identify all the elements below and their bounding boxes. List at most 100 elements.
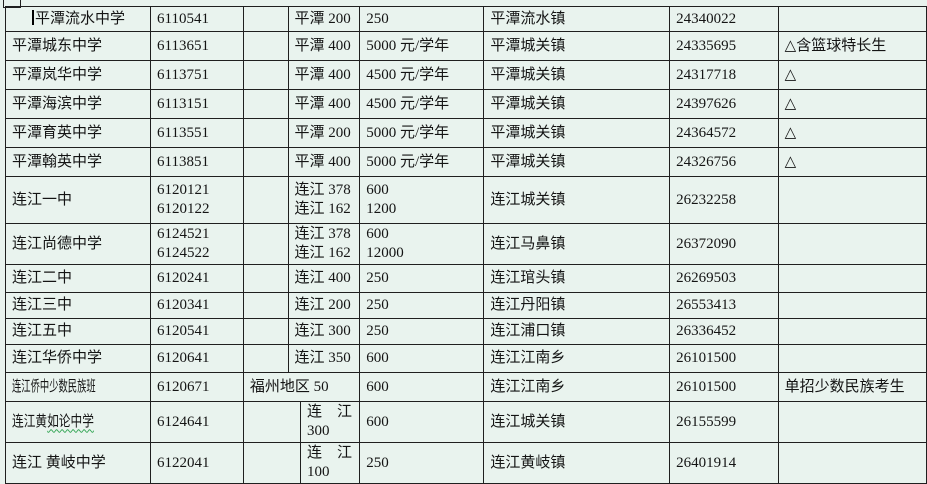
phone-cell[interactable]: 26232258 — [669, 176, 779, 224]
code-cell[interactable]: 6113651 — [150, 31, 244, 61]
school-name-cell[interactable]: 平潭海滨中学 — [4, 89, 152, 119]
town-cell[interactable]: 平潭城关镇 — [483, 118, 671, 148]
note-cell[interactable] — [777, 176, 927, 224]
fee-cell[interactable]: 4500 元/学年 — [359, 89, 485, 119]
region-cell[interactable] — [242, 401, 302, 443]
fee-cell[interactable]: 250 — [359, 318, 485, 345]
code-cell[interactable]: 6113751 — [150, 60, 244, 90]
code-cell[interactable]: 6113851 — [150, 147, 244, 177]
note-cell[interactable]: △含篮球特长生 — [777, 31, 927, 61]
region-cell[interactable] — [242, 264, 289, 293]
quota-cell[interactable]: 连江 378 连江 162 — [287, 223, 361, 265]
code-cell[interactable]: 6120341 — [150, 292, 244, 319]
code-cell[interactable]: 6120121 6120122 — [150, 176, 244, 224]
phone-cell[interactable]: 24326756 — [669, 147, 779, 177]
code-cell[interactable]: 6110541 — [150, 6, 244, 32]
town-cell[interactable]: 平潭城关镇 — [483, 31, 671, 61]
code-cell[interactable]: 6122041 — [150, 442, 244, 484]
school-name-cell[interactable]: 连江一中 — [4, 176, 152, 224]
region-cell[interactable] — [242, 89, 289, 119]
note-cell[interactable] — [777, 264, 927, 293]
town-cell[interactable]: 平潭城关镇 — [483, 60, 671, 90]
school-name-cell[interactable]: 连江黄如论中学 — [4, 401, 152, 443]
region-cell[interactable] — [242, 6, 289, 32]
region-cell[interactable] — [242, 31, 289, 61]
quota-cell[interactable]: 平潭 200 — [287, 118, 361, 148]
town-cell[interactable]: 连江浦口镇 — [483, 318, 671, 345]
town-cell[interactable]: 平潭城关镇 — [483, 89, 671, 119]
quota-cell[interactable]: 连江 400 — [287, 264, 361, 293]
note-cell[interactable]: △ — [777, 147, 927, 177]
school-name-cell[interactable]: 连江华侨中学 — [4, 344, 152, 373]
phone-cell[interactable]: 24317718 — [669, 60, 779, 90]
note-cell[interactable]: △ — [777, 60, 927, 90]
quota-cell[interactable]: 平潭 400 — [287, 31, 361, 61]
fee-cell[interactable]: 600 — [359, 344, 485, 373]
region-cell[interactable] — [242, 176, 289, 224]
note-cell[interactable]: △ — [777, 89, 927, 119]
region-cell[interactable] — [242, 292, 289, 319]
school-name-cell[interactable]: 平潭翰英中学 — [4, 147, 152, 177]
fee-cell[interactable]: 250 — [359, 6, 485, 32]
fee-cell[interactable]: 250 — [359, 442, 485, 484]
school-name-cell[interactable]: 连江尚德中学 — [4, 223, 152, 265]
fee-cell[interactable]: 250 — [359, 292, 485, 319]
phone-cell[interactable]: 26553413 — [669, 292, 779, 319]
fee-cell[interactable]: 5000 元/学年 — [359, 147, 485, 177]
note-cell[interactable] — [777, 401, 927, 443]
fee-cell[interactable]: 600 1200 — [359, 176, 485, 224]
code-cell[interactable]: 6124641 — [150, 401, 244, 443]
code-cell[interactable]: 6120241 — [150, 264, 244, 293]
school-name-cell[interactable]: 平潭育英中学 — [4, 118, 152, 148]
fee-cell[interactable]: 250 — [359, 264, 485, 293]
code-cell[interactable]: 6113551 — [150, 118, 244, 148]
fee-cell[interactable]: 600 12000 — [359, 223, 485, 265]
phone-cell[interactable]: 24340022 — [669, 6, 779, 32]
note-cell[interactable]: △ — [777, 118, 927, 148]
quota-cell[interactable]: 连江 378 连江 162 — [287, 176, 361, 224]
note-cell[interactable] — [777, 223, 927, 265]
quota-cell[interactable]: 连江 300 — [287, 318, 361, 345]
region-cell[interactable] — [242, 344, 289, 373]
quota-cell[interactable]: 连江 200 — [287, 292, 361, 319]
code-cell[interactable]: 6120671 — [150, 372, 244, 402]
code-cell[interactable]: 6120541 — [150, 318, 244, 345]
phone-cell[interactable]: 26336452 — [669, 318, 779, 345]
school-name-cell[interactable]: 连江三中 — [4, 292, 152, 319]
phone-cell[interactable]: 24397626 — [669, 89, 779, 119]
code-cell[interactable]: 6113151 — [150, 89, 244, 119]
fee-cell[interactable]: 5000 元/学年 — [359, 31, 485, 61]
fee-cell[interactable]: 4500 元/学年 — [359, 60, 485, 90]
phone-cell[interactable]: 26401914 — [669, 442, 779, 484]
note-cell[interactable] — [777, 442, 927, 484]
fee-cell[interactable]: 5000 元/学年 — [359, 118, 485, 148]
school-name-cell[interactable]: 连江侨中少数民族班 — [4, 372, 152, 402]
region-quota-merged-cell[interactable]: 福州地区 50 — [242, 372, 361, 402]
quota-cell[interactable]: 平潭 200 — [287, 6, 361, 32]
school-name-cell[interactable]: 连江五中 — [4, 318, 152, 345]
quota-cell[interactable]: 平潭 400 — [287, 89, 361, 119]
note-cell[interactable]: 单招少数民族考生 — [777, 372, 927, 402]
note-cell[interactable] — [777, 318, 927, 345]
note-cell[interactable] — [777, 344, 927, 373]
town-cell[interactable]: 连江琯头镇 — [483, 264, 671, 293]
quota-cell[interactable]: 平潭 400 — [287, 147, 361, 177]
region-cell[interactable] — [242, 318, 289, 345]
phone-cell[interactable]: 26269503 — [669, 264, 779, 293]
region-cell[interactable] — [242, 442, 302, 484]
phone-cell[interactable]: 24335695 — [669, 31, 779, 61]
town-cell[interactable]: 平潭流水镇 — [483, 6, 671, 32]
town-cell[interactable]: 连江城关镇 — [483, 401, 671, 443]
quota-cell[interactable]: 连江 350 — [287, 344, 361, 373]
phone-cell[interactable]: 24364572 — [669, 118, 779, 148]
school-name-cell[interactable]: 连江 黄岐中学 — [4, 442, 152, 484]
region-cell[interactable] — [242, 147, 289, 177]
school-name-cell[interactable]: 平潭岚华中学 — [4, 60, 152, 90]
school-name-cell[interactable]: 平潭流水中学 — [4, 6, 152, 32]
quota-cell[interactable]: 平潭 400 — [287, 60, 361, 90]
phone-cell[interactable]: 26101500 — [669, 344, 779, 373]
town-cell[interactable]: 连江江南乡 — [483, 372, 671, 402]
town-cell[interactable]: 连江城关镇 — [483, 176, 671, 224]
town-cell[interactable]: 连江江南乡 — [483, 344, 671, 373]
phone-cell[interactable]: 26155599 — [669, 401, 779, 443]
